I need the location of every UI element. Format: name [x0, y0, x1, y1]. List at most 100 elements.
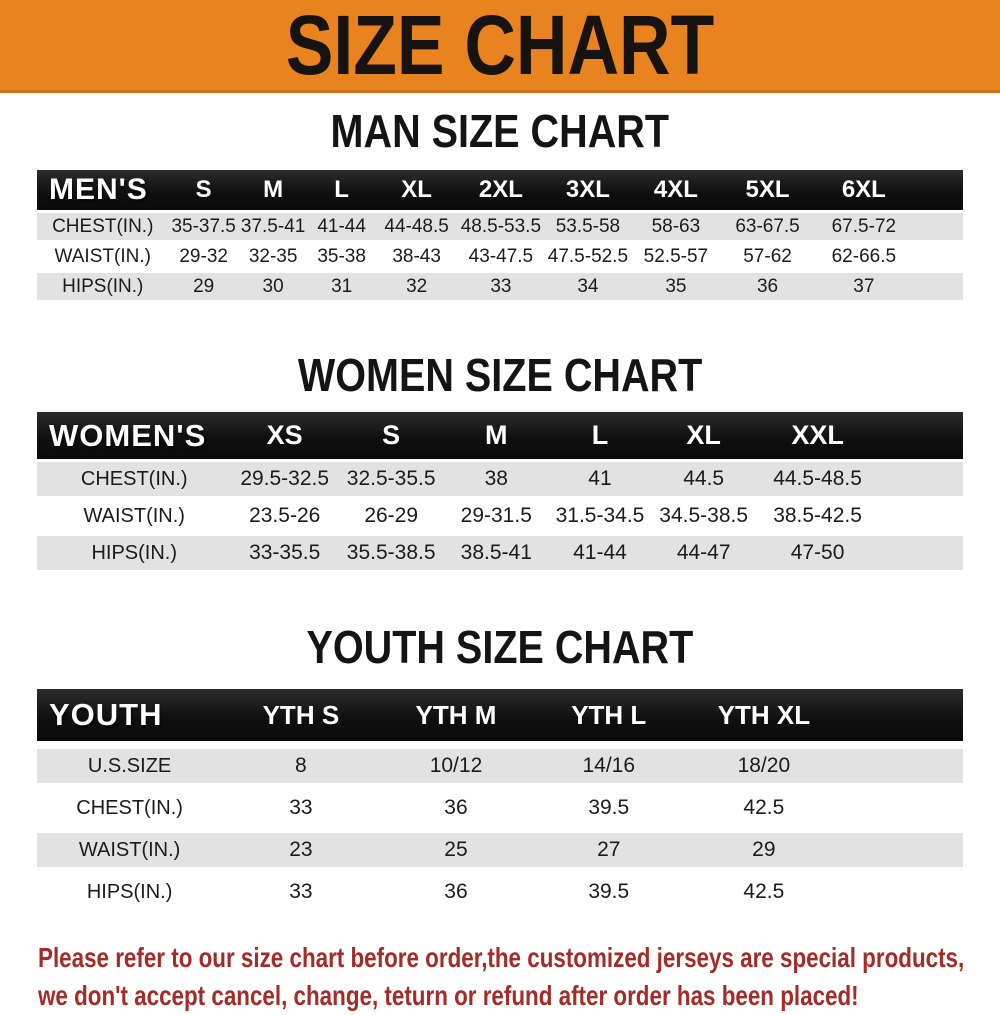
row-filler [879, 462, 963, 496]
row-label: CHEST(IN.) [37, 213, 169, 240]
size-cell: 31 [307, 273, 376, 300]
col-header-m: M [444, 412, 549, 459]
table-row-u-s-size: U.S.SIZE 8 10/12 14/16 18/20 [37, 749, 963, 783]
col-header-2xl: 2XL [457, 170, 545, 210]
size-cell: 41-44 [548, 536, 652, 570]
size-cell: 33-35.5 [231, 536, 338, 570]
col-header-s: S [337, 412, 445, 459]
size-cell: 35.5-38.5 [337, 536, 445, 570]
table-row-waist-in: WAIST(IN.) 23 25 27 29 [37, 833, 963, 867]
col-header-yth-m: YTH M [379, 689, 533, 741]
size-cell: 18/20 [685, 749, 843, 783]
table-row-waist-in: WAIST(IN.) 23.5-26 26-29 29-31.5 31.5-34.5 34… [37, 499, 963, 533]
size-cell: 44-47 [651, 536, 756, 570]
size-cell: 36 [720, 273, 815, 300]
table-row-hips-in: HIPS(IN.) 33-35.5 35.5-38.5 38.5-41 41-44 44-… [37, 536, 963, 570]
size-cell: 29 [685, 833, 843, 867]
size-cell: 34 [544, 273, 632, 300]
size-cell: 32.5-35.5 [337, 462, 445, 496]
size-cell: 44.5 [651, 462, 756, 496]
row-filler [842, 875, 963, 909]
size-cell: 23 [222, 833, 380, 867]
col-header-3xl: 3XL [544, 170, 632, 210]
size-cell: 29-32 [168, 243, 239, 270]
size-cell: 35-38 [307, 243, 376, 270]
size-cell: 48.5-53.5 [457, 213, 545, 240]
size-cell: 39.5 [532, 875, 686, 909]
row-filler [879, 536, 963, 570]
size-cell: 42.5 [685, 791, 843, 825]
size-cell: 58-63 [631, 213, 721, 240]
size-cell: 29-31.5 [444, 499, 549, 533]
youth-section-heading: YOUTH SIZE CHART [0, 621, 1000, 673]
table-row-hips-in: HIPS(IN.) 29 30 31 32 33 34 35 36 37 [37, 273, 963, 300]
col-header-yth-s: YTH S [222, 689, 380, 741]
size-cell: 42.5 [685, 875, 843, 909]
size-cell: 33 [222, 875, 380, 909]
table-row-waist-in: WAIST(IN.) 29-32 32-35 35-38 38-43 43-47.5 47.… [37, 243, 963, 270]
women-section-heading: WOMEN SIZE CHART [0, 349, 1000, 401]
size-cell: 62-66.5 [814, 243, 913, 270]
table-header-row: WOMEN'S XS S M L XL XXL [37, 412, 963, 459]
women-size-table: WOMEN'S XS S M L XL XXL CHEST(IN.) 29.5-32.5 32.5… [37, 409, 963, 573]
men-section-heading: MAN SIZE CHART [0, 105, 1000, 157]
col-header-yth-xl: YTH XL [685, 689, 843, 741]
row-filler [842, 833, 963, 867]
row-filler [912, 243, 963, 270]
footer-line-1: Please refer to our size chart before or… [38, 942, 965, 973]
row-filler [912, 213, 963, 240]
size-cell: 8 [222, 749, 380, 783]
col-header-xl: XL [651, 412, 756, 459]
col-header-yth-l: YTH L [532, 689, 686, 741]
size-cell: 43-47.5 [457, 243, 545, 270]
col-header-xxl: XXL [755, 412, 880, 459]
row-label: WAIST(IN.) [37, 499, 232, 533]
size-cell: 38 [444, 462, 549, 496]
women-section-heading-text: WOMEN SIZE CHART [297, 349, 703, 401]
row-label: WAIST(IN.) [37, 833, 223, 867]
row-label: HIPS(IN.) [37, 273, 169, 300]
size-cell: 47-50 [755, 536, 880, 570]
table-header-row: YOUTH YTH S YTH M YTH L YTH XL [37, 689, 963, 741]
table-row-chest-in: CHEST(IN.) 29.5-32.5 32.5-35.5 38 41 44.5 44.5… [37, 462, 963, 496]
col-header-5xl: 5XL [720, 170, 815, 210]
header-filler [842, 689, 963, 741]
table-title-youth: YOUTH [37, 689, 223, 741]
table-title-women-s: WOMEN'S [37, 412, 232, 459]
col-header-6xl: 6XL [814, 170, 913, 210]
table-row-chest-in: CHEST(IN.) 35-37.5 37.5-41 41-44 44-48.5 48.5… [37, 213, 963, 240]
size-cell: 35-37.5 [168, 213, 239, 240]
size-cell: 37.5-41 [238, 213, 308, 240]
col-header-l: L [307, 170, 376, 210]
size-cell: 38-43 [375, 243, 458, 270]
col-header-xl: XL [375, 170, 458, 210]
col-header-m: M [238, 170, 308, 210]
size-cell: 44-48.5 [375, 213, 458, 240]
row-label: CHEST(IN.) [37, 791, 223, 825]
size-cell: 14/16 [532, 749, 686, 783]
size-cell: 63-67.5 [720, 213, 815, 240]
col-header-xs: XS [231, 412, 338, 459]
youth-section-heading-text: YOUTH SIZE CHART [306, 621, 694, 673]
men-section-heading-text: MAN SIZE CHART [330, 105, 670, 157]
size-cell: 37 [814, 273, 913, 300]
size-cell: 41-44 [307, 213, 376, 240]
table-header-row: MEN'S S M L XL 2XL 3XL 4XL 5XL 6XL [37, 170, 963, 210]
size-cell: 26-29 [337, 499, 445, 533]
size-cell: 57-62 [720, 243, 815, 270]
row-filler [879, 499, 963, 533]
size-cell: 23.5-26 [231, 499, 338, 533]
size-cell: 32-35 [238, 243, 308, 270]
size-cell: 31.5-34.5 [548, 499, 652, 533]
col-header-4xl: 4XL [631, 170, 721, 210]
col-header-s: S [168, 170, 239, 210]
size-cell: 29.5-32.5 [231, 462, 338, 496]
banner: SIZE CHART [0, 0, 1000, 93]
row-label: HIPS(IN.) [37, 536, 232, 570]
row-filler [912, 273, 963, 300]
footer-line-2: we don't accept cancel, change, teturn o… [38, 980, 859, 1011]
size-cell: 39.5 [532, 791, 686, 825]
row-label: HIPS(IN.) [37, 875, 223, 909]
size-cell: 10/12 [379, 749, 533, 783]
size-cell: 38.5-41 [444, 536, 549, 570]
